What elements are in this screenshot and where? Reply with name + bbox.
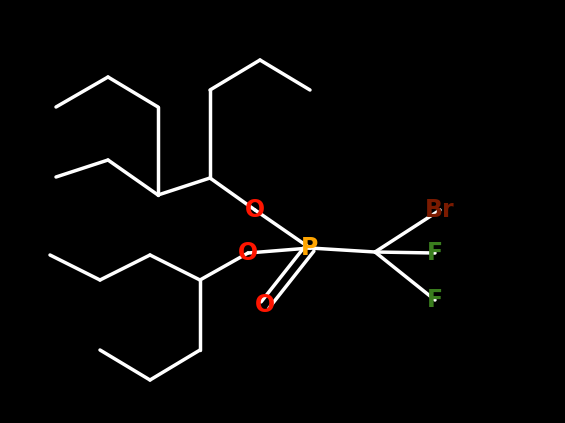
Text: O: O	[245, 198, 265, 222]
Text: O: O	[238, 241, 258, 265]
Text: Br: Br	[425, 198, 455, 222]
Text: P: P	[301, 236, 319, 260]
Text: O: O	[255, 293, 275, 317]
Text: F: F	[427, 241, 443, 265]
Text: F: F	[427, 288, 443, 312]
